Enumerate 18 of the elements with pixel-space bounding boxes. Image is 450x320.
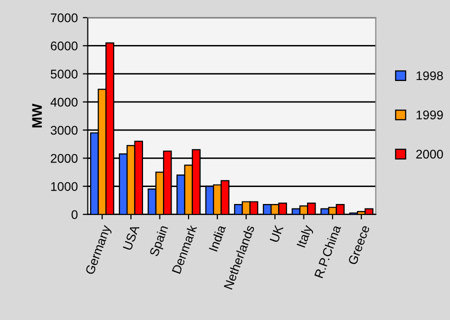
x-tick-label: UK	[270, 224, 284, 243]
y-tick-label: 6000	[50, 42, 78, 50]
legend-label: 2000	[416, 150, 443, 159]
y-tick-label: 1000	[51, 182, 78, 191]
y-tick-label: 5000	[50, 70, 78, 78]
x-tick-label: India	[208, 224, 226, 252]
legend-label: 1999	[416, 110, 443, 120]
x-tick-label: Italy	[296, 224, 315, 249]
x-tick-label: Spain	[149, 224, 170, 258]
y-axis-title: MW	[32, 104, 42, 128]
y-tick-label: 4000	[50, 98, 78, 107]
y-tick-label: 7000	[50, 13, 78, 22]
x-tick-label: USA	[122, 224, 140, 251]
x-tick-label: Greece	[348, 224, 370, 266]
y-tick-label: 3000	[50, 126, 78, 135]
y-tick-label: 0	[72, 210, 78, 220]
legend-label: 1998	[416, 71, 443, 80]
y-tick-label: 2000	[50, 154, 78, 163]
